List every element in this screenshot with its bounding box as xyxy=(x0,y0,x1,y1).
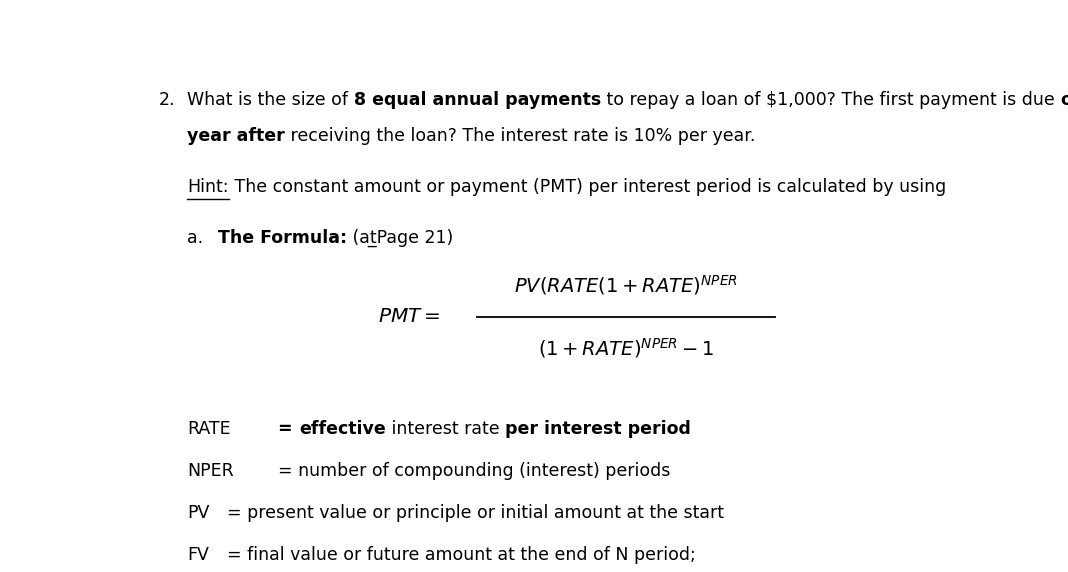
Text: 8 equal annual payments: 8 equal annual payments xyxy=(354,90,601,109)
Text: to repay a loan of $1,000? The first payment is due: to repay a loan of $1,000? The first pay… xyxy=(601,90,1061,109)
Text: What is the size of: What is the size of xyxy=(187,90,354,109)
Text: $PMT =$: $PMT =$ xyxy=(378,307,440,326)
Text: FV: FV xyxy=(187,546,209,563)
Text: one: one xyxy=(1061,90,1068,109)
Text: $(1 + RATE)^{NPER} - 1$: $(1 + RATE)^{NPER} - 1$ xyxy=(537,336,714,360)
Text: $PV(RATE(1 + RATE)^{NPER}$: $PV(RATE(1 + RATE)^{NPER}$ xyxy=(514,273,738,297)
Text: =: = xyxy=(279,420,299,438)
Text: The Formula:: The Formula: xyxy=(218,229,347,247)
Text: year after: year after xyxy=(187,127,285,145)
Text: Hint:: Hint: xyxy=(187,178,229,196)
Text: receiving the loan? The interest rate is 10% per year.: receiving the loan? The interest rate is… xyxy=(285,127,755,145)
Text: PV: PV xyxy=(187,504,209,522)
Text: NPER: NPER xyxy=(187,462,234,480)
Text: RATE: RATE xyxy=(187,420,231,438)
Text: = final value or future amount at the end of N period;: = final value or future amount at the en… xyxy=(216,546,696,563)
Text: 2.: 2. xyxy=(158,90,175,109)
Text: interest rate: interest rate xyxy=(386,420,505,438)
Text: = number of compounding (interest) periods: = number of compounding (interest) perio… xyxy=(279,462,671,480)
Text: a.: a. xyxy=(187,229,203,247)
Text: = present value or principle or initial amount at the start: = present value or principle or initial … xyxy=(216,504,724,522)
Text: effective: effective xyxy=(299,420,386,438)
Text: (at̲Page 21): (at̲Page 21) xyxy=(347,229,453,247)
Text: per interest period: per interest period xyxy=(505,420,691,438)
Text: The constant amount or payment (PMT) per interest period is calculated by using: The constant amount or payment (PMT) per… xyxy=(229,178,946,196)
